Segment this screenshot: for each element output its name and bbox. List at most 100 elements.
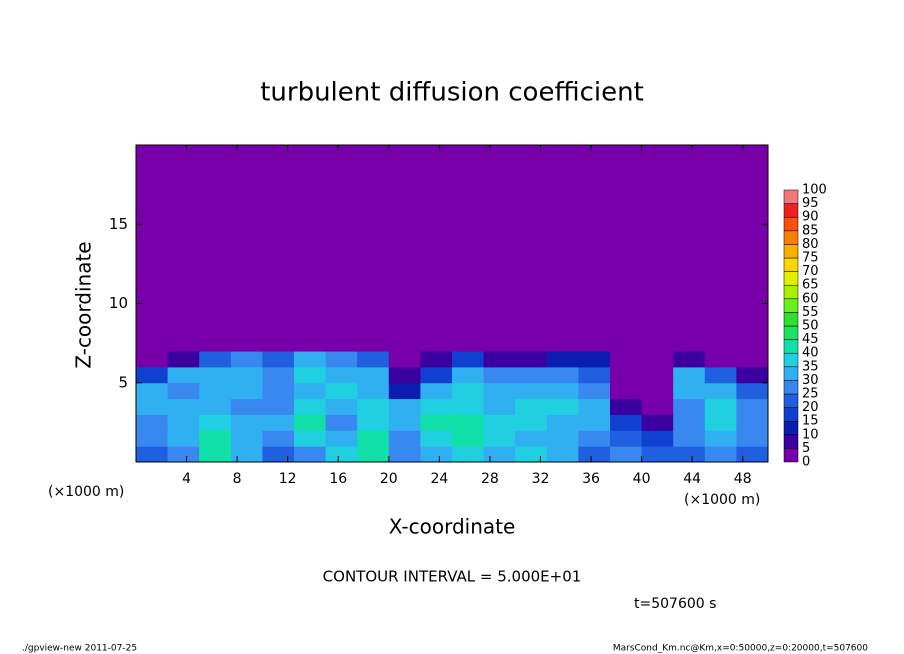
heat-cell [420, 351, 453, 368]
colorbar-label: 20 [802, 400, 819, 415]
heat-cell [483, 366, 516, 384]
colorbar-label: 15 [802, 414, 819, 429]
colorbar-label: 10 [802, 427, 819, 442]
x-tick-label: 12 [279, 471, 297, 487]
colorbar-label: 65 [802, 278, 819, 293]
heat-cell [325, 398, 358, 415]
heat-cell [673, 430, 706, 447]
footer-right: MarsCond_Km.nc@Km,x=0:50000,z=0:20000,t=… [613, 644, 868, 654]
heat-cell [199, 414, 232, 431]
heat-cell [704, 366, 737, 384]
heat-cell [673, 414, 706, 431]
heat-cell [546, 446, 579, 463]
heat-cell [641, 145, 674, 352]
heat-cell [483, 351, 516, 368]
heat-cell [230, 351, 263, 368]
heat-cell [357, 351, 390, 368]
colorbar-cell [783, 203, 799, 218]
colorbar-label: 75 [802, 251, 819, 266]
heat-cell [452, 351, 485, 368]
colorbar-label: 50 [802, 319, 819, 334]
heat-cell [357, 414, 390, 431]
heat-cell [452, 414, 485, 431]
heat-cell [420, 398, 453, 415]
heat-cell [420, 145, 453, 352]
heat-cell [546, 414, 579, 431]
heat-cell [483, 382, 516, 400]
heat-cell [388, 398, 421, 415]
heat-cell [325, 430, 358, 447]
heat-cell [704, 351, 737, 368]
heat-cell [388, 351, 421, 368]
heat-cell [420, 446, 453, 463]
heat-cell [325, 446, 358, 463]
heat-cell [546, 398, 579, 415]
heat-cell [452, 398, 485, 415]
heat-cell [167, 430, 200, 447]
heat-cell [262, 398, 295, 415]
heat-cell [136, 366, 169, 384]
heat-cell [546, 382, 579, 400]
colorbar-cell [783, 271, 799, 286]
heat-cell [294, 382, 327, 400]
x-tick-label: 8 [233, 471, 242, 487]
heat-cell [483, 430, 516, 447]
heat-cell [452, 430, 485, 447]
heat-cell [167, 366, 200, 384]
heat-cell [294, 366, 327, 384]
colorbar-cell [783, 420, 799, 436]
heat-cell [325, 366, 358, 384]
colorbar-cell [783, 298, 799, 313]
heat-cell [199, 351, 232, 368]
heat-cell [230, 382, 263, 400]
heat-cell [199, 398, 232, 415]
heat-cell [294, 398, 327, 415]
colorbar-cell [783, 352, 799, 368]
y-tick-label: 5 [118, 373, 128, 391]
heat-cell [388, 382, 421, 400]
colorbar-label: 30 [802, 373, 819, 388]
heat-cell [294, 414, 327, 431]
heat-cell [357, 366, 390, 384]
heat-cell [452, 145, 485, 352]
y-tick-label: 15 [109, 215, 128, 233]
heat-cell [167, 145, 200, 352]
heat-cell [736, 414, 769, 431]
heat-cell [388, 430, 421, 447]
heat-cell [641, 351, 674, 368]
contour-interval: CONTOUR INTERVAL = 5.000E+01 [323, 568, 582, 586]
heat-cell [262, 366, 295, 384]
x-axis-label: X-coordinate [389, 515, 516, 539]
colorbar-cell [783, 380, 799, 395]
x-tick-label: 20 [380, 471, 398, 487]
x-tick-label: 28 [481, 471, 499, 487]
heat-cell [136, 446, 169, 463]
heat-cell [167, 382, 200, 400]
heat-cell [610, 430, 643, 447]
heat-cell [704, 398, 737, 415]
x-tick-label: 44 [683, 471, 701, 487]
heat-cell [578, 382, 611, 400]
heat-cell [673, 366, 706, 384]
colorbar-label: 55 [802, 305, 819, 320]
heat-cell [199, 446, 232, 463]
heat-cell [515, 351, 548, 368]
heat-cell [325, 145, 358, 352]
heat-cell [610, 351, 643, 368]
heat-cell [325, 351, 358, 368]
heat-cell [136, 430, 169, 447]
x-tick-label: 48 [734, 471, 752, 487]
heat-cell [704, 145, 737, 352]
heat-cell [704, 414, 737, 431]
colorbar-label: 85 [802, 223, 819, 238]
heat-cell [610, 145, 643, 352]
heat-cell [230, 398, 263, 415]
heat-cell [641, 414, 674, 431]
heat-cell [610, 382, 643, 400]
colorbar-cell [783, 284, 799, 300]
heat-cell [420, 366, 453, 384]
heat-cell [294, 351, 327, 368]
heat-cell [136, 414, 169, 431]
heat-cell [167, 446, 200, 463]
